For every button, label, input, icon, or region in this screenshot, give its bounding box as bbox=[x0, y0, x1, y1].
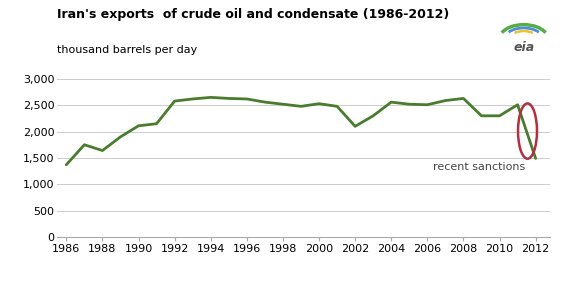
Text: thousand barrels per day: thousand barrels per day bbox=[57, 45, 198, 55]
Text: Iran's exports  of crude oil and condensate (1986-2012): Iran's exports of crude oil and condensa… bbox=[57, 8, 450, 21]
Text: recent sanctions: recent sanctions bbox=[433, 162, 525, 172]
Text: eia: eia bbox=[513, 41, 534, 54]
